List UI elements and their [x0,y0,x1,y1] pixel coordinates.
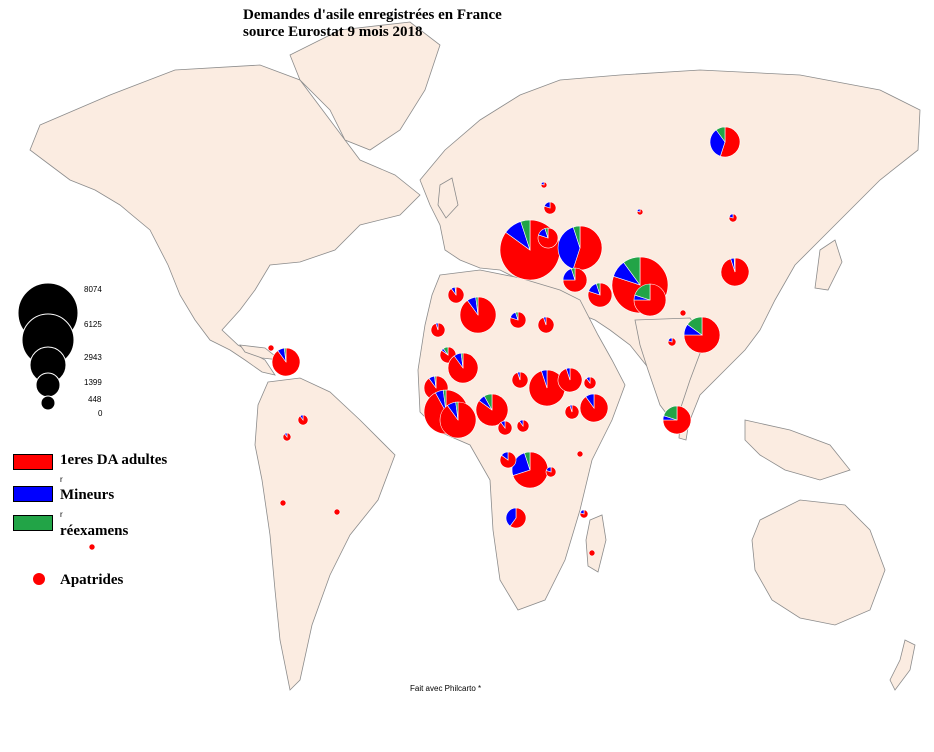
pie-slice-adultes [279,499,287,507]
size-label-2943: 2943 [84,353,102,362]
pie-slice-reexamens [544,227,549,239]
pie-slice-reexamens [442,346,449,356]
legend-label-reexamens: réexamens [60,523,129,539]
pie-slice-mineurs [540,181,545,186]
pie-slice-mineurs [519,419,524,427]
size-legend [17,282,79,411]
map-title-line2: source Eurostat 9 mois 2018 [243,24,423,40]
pie-slice-reexamens [475,296,479,316]
pie-slice-mineurs [500,420,506,429]
size-legend-1399 [35,372,61,398]
legend-label-mineurs: Mineurs [60,487,115,503]
legend-label-adultes: 1eres DA adultes [60,452,168,468]
pie-slice-mineurs [543,316,547,326]
asylum-pie-charts [88,126,750,557]
pie-slice-mineurs [728,213,734,219]
pie-slice-reexamens [454,286,457,296]
pie-slice-mineurs [505,507,517,527]
pie-slice-adultes [267,344,275,352]
pie-slice-reexamens [515,311,519,321]
size-label-0: 0 [98,409,103,418]
pie-slice-reexamens [623,256,641,286]
size-label-1399: 1399 [84,378,102,387]
pie-slice-reexamens [524,451,531,471]
pie-slice-mineurs [579,509,585,515]
pie-slice-adultes [509,311,527,329]
pie-slice-adultes [588,549,596,557]
pie-slice-adultes [333,508,341,516]
southeast-asia [744,419,851,481]
pie-slice-reexamens [634,283,651,301]
pie-slice-adultes [576,450,584,458]
japan [814,239,843,291]
pie-slice-mineurs [543,201,551,209]
pie-slice-mineurs [667,337,673,343]
pie-slice-reexamens [455,401,459,421]
pie-slice-reexamens [733,257,736,273]
pie-slice-mineurs [435,322,439,331]
legend-swatch-mineurs [13,486,53,502]
pie-slice-reexamens [442,389,447,413]
pie-slice-mineurs [586,376,591,384]
pie-slice-mineurs [585,393,595,409]
legend-swatch-adultes [13,454,53,470]
pie-slice-mineurs [541,369,548,389]
size-label-6125: 6125 [84,320,102,329]
pie-slice-mineurs [299,414,304,421]
pie-slice-mineurs [709,129,726,157]
australia [751,499,886,626]
pie-slice-adultes [516,419,530,433]
legend-swatch-reexamens [13,515,53,531]
new-zealand [889,639,916,691]
pie-slice-adultes [88,543,96,551]
pie-slice-mineurs [636,208,641,213]
pie-slice-reexamens [434,375,437,389]
pie-slice-adultes [545,466,557,478]
pie-slice-reexamens [460,352,464,369]
pie-slice-mineurs [569,404,573,413]
pie-slice-mineurs [545,466,552,473]
eurasia [419,69,921,431]
pie-slice-mineurs [284,432,288,438]
pie-slice-reexamens [663,405,678,421]
pie-slice-mineurs [565,367,571,381]
pie-slice-adultes [662,405,692,435]
pie-slice-adultes [543,201,557,215]
pie-slice-reexamens [572,225,581,249]
pie-slice-adultes [679,309,687,317]
pie-slice-adultes [633,283,667,317]
pie-slice-mineurs [557,226,581,270]
pie-slice-reexamens [595,282,601,296]
pie-slice-adultes [509,507,527,529]
pie-slice-adultes [512,451,549,489]
south-america [254,377,396,691]
madagascar [585,514,607,573]
pie-slice-reexamens [715,126,726,143]
legend-stray-mark-1: r [60,475,63,484]
greenland [289,21,441,151]
credit-philcarto: Fait avec Philcarto * [410,684,482,693]
pie-slice-mineurs [517,371,521,381]
size-label-8074: 8074 [84,285,102,294]
legend-stray-mark-2: r [60,510,63,519]
map-title-line1: Demandes d'asile enregistrées en France [243,7,502,23]
pie-slice-adultes [562,267,588,293]
pie-slice-reexamens [570,267,576,281]
size-label-448: 448 [88,395,102,404]
apatrides-legend-marker [33,573,45,585]
pie-slice-mineurs [501,451,509,461]
pie-slice-reexamens [687,316,703,336]
cuba [239,344,282,361]
great-britain [437,177,459,219]
land-masses [29,21,921,691]
pie-slice-reexamens [483,393,493,411]
pie-slice-adultes [537,227,559,249]
pie-slice-adultes [583,376,597,390]
pie-slice-reexamens [520,219,531,251]
pie-slice-reexamens [283,347,287,363]
size-legend-448 [40,395,56,411]
legend-label-apatrides: Apatrides [60,572,124,588]
